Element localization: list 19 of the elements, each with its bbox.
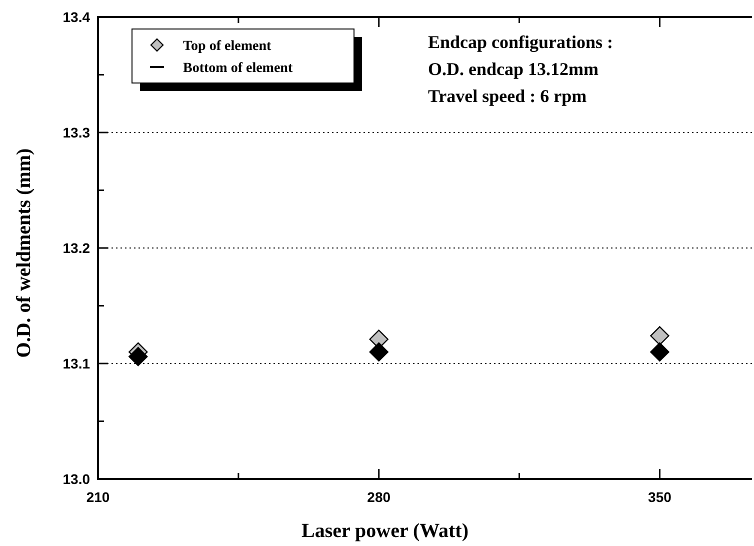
legend-label: Top of element — [183, 38, 272, 54]
x-tick-label: 210 — [86, 488, 110, 505]
annotation: O.D. endcap 13.12mm — [428, 59, 599, 79]
annotation: Travel speed : 6 rpm — [428, 86, 587, 106]
x-tick-label: 280 — [367, 488, 391, 505]
x-tick-label: 350 — [648, 488, 672, 505]
y-tick-label: 13.3 — [62, 124, 90, 140]
point — [650, 326, 670, 346]
y-tick-label: 13.4 — [62, 8, 90, 25]
point — [128, 346, 148, 366]
y-tick-label: 13.1 — [62, 355, 90, 372]
y-axis-title: O.D. of weldments (mm) — [13, 148, 35, 358]
annotation: Endcap configurations : — [428, 32, 614, 52]
y-tick-label: 13.2 — [62, 240, 90, 256]
point — [369, 342, 388, 362]
point — [650, 342, 670, 362]
text: 13.0 — [62, 470, 90, 487]
legend-label: Bottom of element — [183, 60, 293, 76]
x-axis-title: Laser power (Watt) — [301, 520, 469, 542]
